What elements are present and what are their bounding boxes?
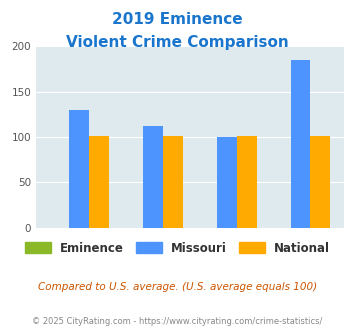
Text: © 2025 CityRating.com - https://www.cityrating.com/crime-statistics/: © 2025 CityRating.com - https://www.city… bbox=[32, 317, 323, 326]
Bar bbox=[217, 137, 237, 228]
Bar bbox=[70, 110, 89, 228]
Bar bbox=[237, 136, 257, 228]
Bar bbox=[290, 60, 310, 228]
Bar bbox=[89, 136, 109, 228]
Text: Compared to U.S. average. (U.S. average equals 100): Compared to U.S. average. (U.S. average … bbox=[38, 282, 317, 292]
Text: 2019 Eminence: 2019 Eminence bbox=[112, 12, 243, 26]
Bar bbox=[163, 136, 183, 228]
Text: Violent Crime Comparison: Violent Crime Comparison bbox=[66, 35, 289, 50]
Bar bbox=[143, 126, 163, 228]
Bar bbox=[310, 136, 330, 228]
Legend: Eminence, Missouri, National: Eminence, Missouri, National bbox=[20, 237, 335, 259]
